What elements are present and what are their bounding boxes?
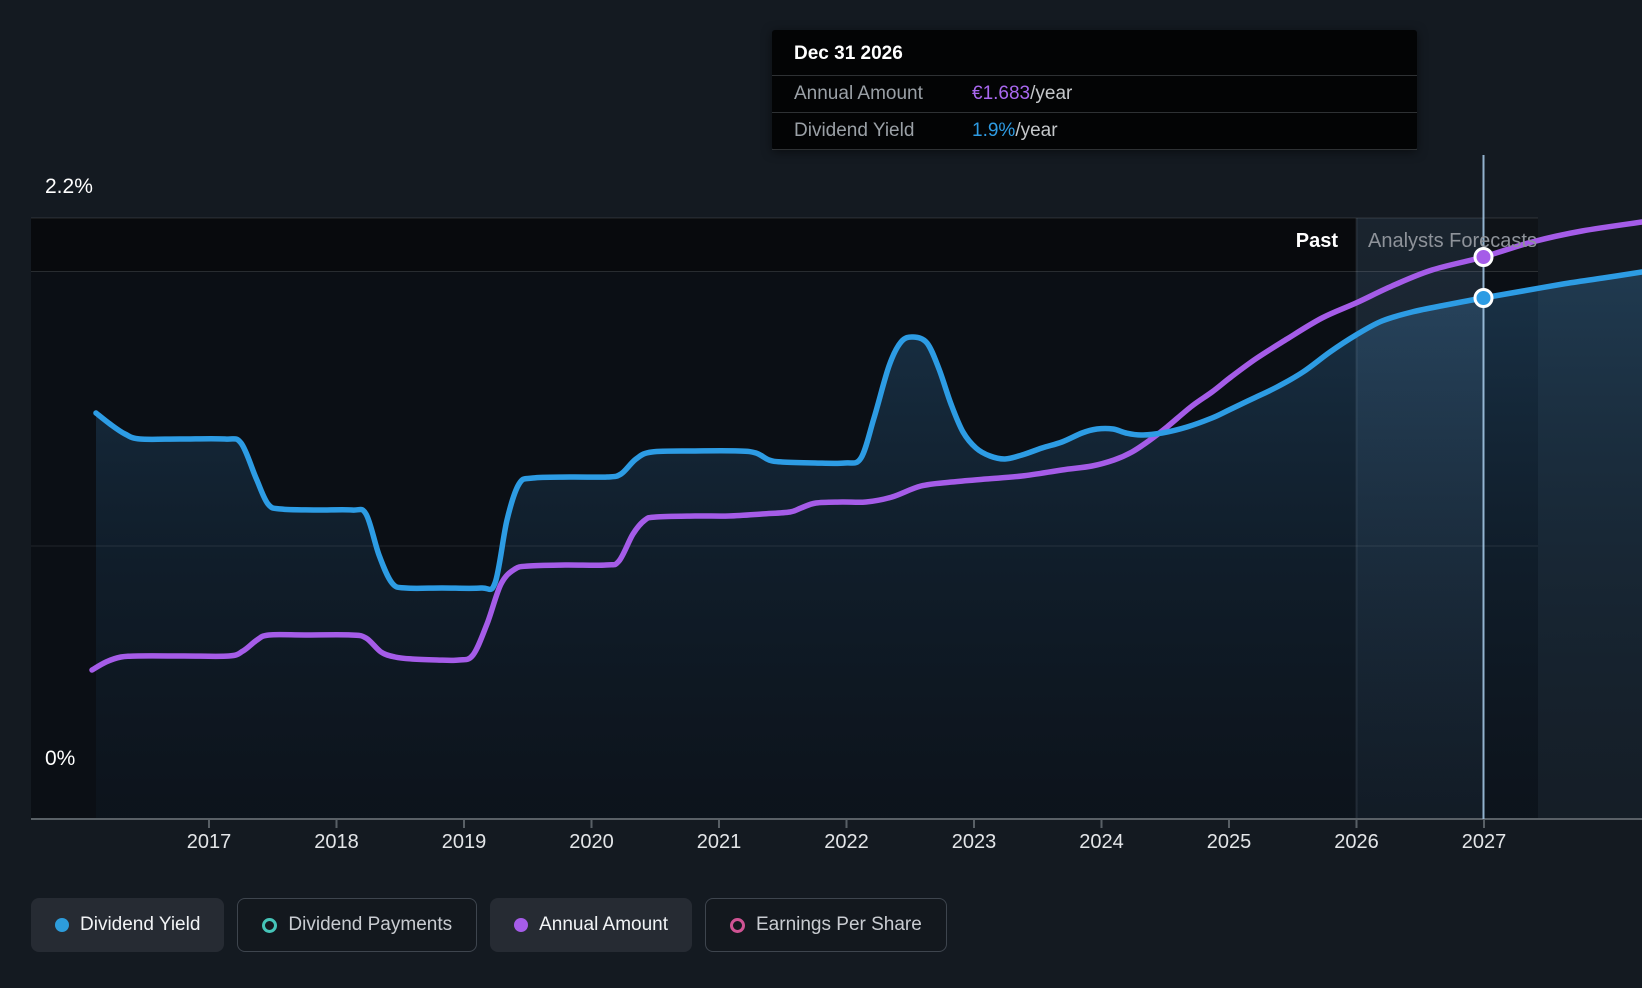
legend-dividend-yield-button[interactable]: Dividend Yield bbox=[31, 898, 225, 952]
x-axis-label: 2027 bbox=[1461, 831, 1507, 853]
x-axis-label: 2020 bbox=[569, 831, 614, 853]
dividend-yield-line bbox=[93, 269, 1642, 593]
tooltip-value: €1.683 bbox=[972, 83, 1031, 104]
annual-amount-dot-icon bbox=[514, 918, 529, 932]
legend-label: Dividend Yield bbox=[80, 914, 201, 935]
dividend-yield-dot-icon bbox=[55, 918, 69, 932]
legend-label: Dividend Payments bbox=[288, 914, 453, 935]
chart-tooltip: Dec 31 2026 Annual Amount €1.683 /year D… bbox=[772, 30, 1417, 150]
dividend-payments-ring-icon bbox=[262, 917, 278, 933]
y-axis-label-zero: 0% bbox=[45, 747, 76, 770]
gridlines bbox=[31, 217, 1538, 547]
chart-legend: Dividend Yield Dividend Payments Annual … bbox=[31, 898, 947, 952]
legend-earnings-per-share-button[interactable]: Earnings Per Share bbox=[705, 898, 947, 952]
x-axis-label: 2018 bbox=[314, 831, 359, 853]
tooltip-value-suffix: /year bbox=[1030, 83, 1073, 104]
earnings-per-share-ring-icon bbox=[730, 917, 745, 933]
tooltip-row-annual-amount: Annual Amount €1.683 /year bbox=[772, 76, 1417, 113]
past-region-label: Past bbox=[1295, 230, 1338, 252]
x-axis-label: 2022 bbox=[824, 831, 869, 853]
x-axis-label: 2017 bbox=[186, 831, 232, 853]
past-forecast-strip bbox=[31, 218, 1538, 272]
annual-amount-line bbox=[89, 219, 1642, 673]
annual-amount-marker-dot[interactable] bbox=[1473, 247, 1494, 267]
x-axis-label: 2023 bbox=[951, 831, 997, 853]
x-axis-ticks bbox=[208, 819, 1485, 828]
x-axis-label: 2024 bbox=[1079, 831, 1124, 853]
tooltip-row-dividend-yield: Dividend Yield 1.9% /year bbox=[772, 113, 1417, 150]
tooltip-label: Annual Amount bbox=[794, 83, 923, 104]
x-axis-label: 2026 bbox=[1334, 831, 1379, 853]
x-axis-label: 2019 bbox=[441, 831, 487, 853]
hover-highlight-band bbox=[1356, 218, 1484, 819]
x-axis-label: 2021 bbox=[696, 831, 742, 853]
tooltip-value: 1.9% bbox=[972, 120, 1016, 141]
legend-label: Annual Amount bbox=[539, 914, 668, 935]
x-axis-label: 2025 bbox=[1206, 831, 1252, 853]
dividend-yield-area bbox=[96, 272, 1642, 819]
legend-label: Earnings Per Share bbox=[756, 914, 922, 935]
tooltip-label: Dividend Yield bbox=[794, 120, 915, 141]
dividend-yield-marker-dot[interactable] bbox=[1473, 288, 1494, 308]
y-axis-label-max: 2.2% bbox=[45, 175, 93, 198]
tooltip-value-suffix: /year bbox=[1015, 120, 1058, 141]
legend-annual-amount-button[interactable]: Annual Amount bbox=[490, 898, 692, 952]
forecast-region-label: Analysts Forecasts bbox=[1368, 230, 1537, 252]
tooltip-date: Dec 31 2026 bbox=[772, 30, 1417, 76]
legend-dividend-payments-button[interactable]: Dividend Payments bbox=[237, 898, 478, 952]
